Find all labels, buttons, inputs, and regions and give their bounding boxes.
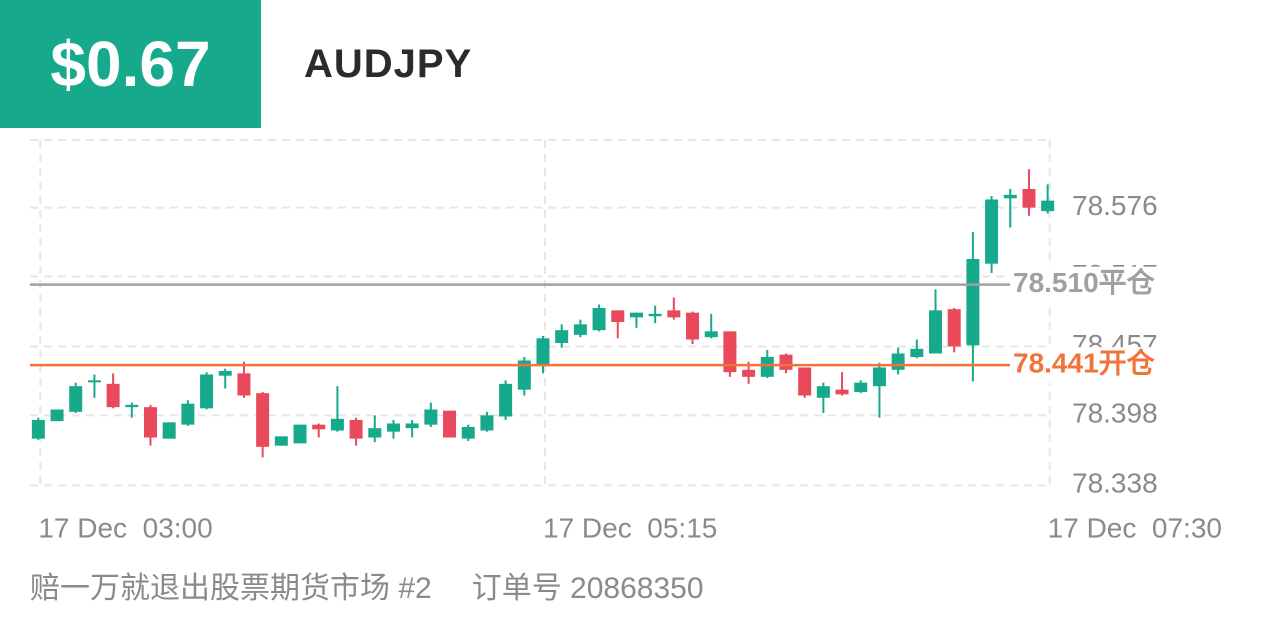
footer: 赔一万就退出股票期货市场 #2 订单号 20868350 bbox=[30, 563, 744, 607]
candle-body bbox=[854, 382, 868, 392]
y-tick-label: 78.576 bbox=[1072, 190, 1158, 221]
candle-body bbox=[929, 310, 943, 354]
account-name: 赔一万就退出股票期货市场 #2 bbox=[30, 572, 432, 605]
price-line-label: 78.441开仓 bbox=[1013, 348, 1156, 379]
candle-body bbox=[106, 383, 120, 408]
candle-body bbox=[125, 404, 139, 408]
candle-body bbox=[218, 371, 232, 376]
candle-body bbox=[162, 422, 176, 439]
candle-body bbox=[872, 367, 886, 387]
candle-body bbox=[424, 409, 438, 425]
candle-body bbox=[779, 354, 793, 370]
candle-body bbox=[200, 374, 214, 409]
pnl-badge: $0.67 bbox=[0, 0, 261, 128]
candle-body bbox=[573, 324, 587, 335]
candle-body bbox=[760, 357, 774, 377]
candle-body bbox=[648, 313, 662, 317]
candle-body bbox=[181, 403, 195, 425]
candle-body bbox=[256, 393, 270, 447]
candle-body bbox=[274, 436, 288, 446]
candle-body bbox=[237, 373, 251, 396]
x-tick-label: 17 Dec 03:00 bbox=[38, 512, 212, 543]
candle-body bbox=[517, 360, 531, 390]
y-tick-label: 78.398 bbox=[1072, 398, 1158, 429]
symbol: AUDJPY bbox=[304, 42, 473, 86]
candle-body bbox=[368, 428, 382, 438]
candle-body bbox=[443, 410, 457, 438]
price-label-bg bbox=[1010, 266, 1170, 303]
candle-body bbox=[891, 353, 905, 370]
candle-body bbox=[143, 407, 157, 438]
candle-body bbox=[87, 380, 101, 383]
price-line-label: 78.510平仓 bbox=[1013, 267, 1156, 298]
candle-body bbox=[667, 310, 681, 318]
candle-body bbox=[386, 423, 400, 432]
x-tick-label: 17 Dec 07:30 bbox=[1048, 512, 1222, 543]
candle-body bbox=[723, 331, 737, 373]
candle-body bbox=[405, 423, 419, 429]
candle-body bbox=[742, 369, 756, 377]
candle-body bbox=[704, 331, 718, 338]
candle-body bbox=[592, 308, 606, 331]
candle-body bbox=[349, 420, 363, 439]
candle-body bbox=[555, 330, 569, 343]
candle-body bbox=[816, 386, 830, 398]
candle-body bbox=[1022, 189, 1036, 208]
candle-body bbox=[31, 420, 45, 439]
candle-body bbox=[629, 312, 643, 318]
candle-body bbox=[499, 383, 513, 417]
candle-body bbox=[1003, 194, 1017, 199]
candle-body bbox=[536, 338, 550, 364]
candle-body bbox=[947, 309, 961, 347]
candle-body bbox=[1041, 200, 1055, 212]
candle-body bbox=[293, 424, 307, 444]
candle-body bbox=[69, 386, 83, 412]
candle-body bbox=[611, 310, 625, 322]
candle-body bbox=[910, 348, 924, 357]
candle-body bbox=[330, 418, 344, 431]
order-number: 订单号 20868350 bbox=[471, 572, 704, 605]
candle-body bbox=[686, 312, 700, 340]
candle-body bbox=[312, 424, 326, 430]
y-tick-label: 78.338 bbox=[1072, 468, 1158, 499]
candle-body bbox=[50, 409, 64, 422]
x-tick-label: 17 Dec 05:15 bbox=[543, 512, 717, 543]
candle-body bbox=[985, 199, 999, 264]
price-label-bg bbox=[1010, 347, 1170, 384]
candle-body bbox=[798, 367, 812, 396]
candle-body bbox=[966, 259, 980, 346]
candle-body bbox=[480, 415, 494, 431]
candle-body bbox=[835, 389, 849, 395]
candle-body bbox=[461, 427, 475, 439]
